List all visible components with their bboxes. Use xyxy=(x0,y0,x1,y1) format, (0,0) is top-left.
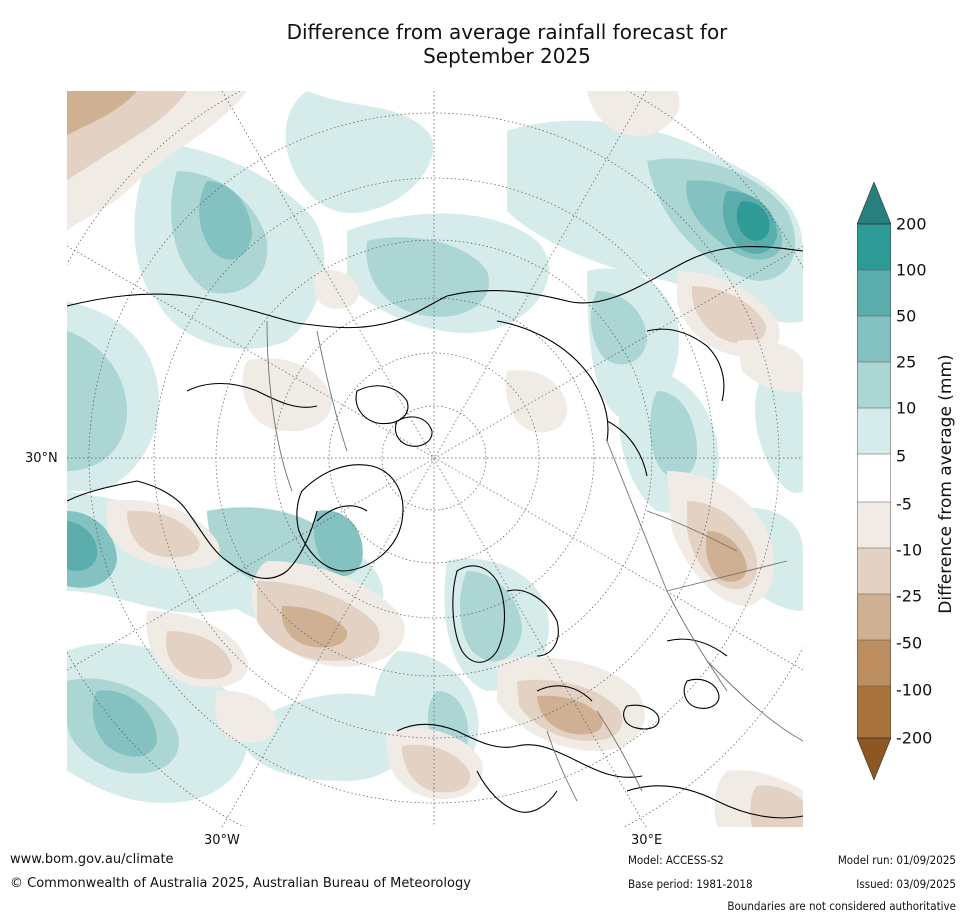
footer-url: www.bom.gov.au/climate xyxy=(10,852,174,867)
longitude-label-30e: 30°E xyxy=(631,833,663,848)
colorbar-segment-100-200 xyxy=(857,224,891,270)
footer-base-period: Base period: 1981-2018 xyxy=(628,877,753,891)
colorbar-tick-200: 200 xyxy=(896,214,927,234)
rainfall-map xyxy=(67,91,803,827)
colorbar-tick-5: 5 xyxy=(896,446,907,466)
colorbar-segment-minus10-minus25 xyxy=(857,548,891,594)
footer-issued: Issued: 03/09/2025 xyxy=(856,877,956,891)
colorbar-tick-minus200: -200 xyxy=(896,728,933,748)
colorbar-segment-minus100-minus200 xyxy=(857,686,891,738)
map-title: Difference from average rainfall forecas… xyxy=(0,20,965,68)
coastlines xyxy=(67,246,803,819)
colorbar-tick-25: 25 xyxy=(896,352,917,372)
longitude-label-30w: 30°W xyxy=(204,833,240,848)
colorbar-segment-minus25-minus50 xyxy=(857,594,891,640)
colorbar-tick-minus50: -50 xyxy=(896,633,923,653)
title-line-2: September 2025 xyxy=(423,44,591,68)
colorbar-extend-bottom xyxy=(857,737,891,781)
footer-copyright: © Commonwealth of Australia 2025, Austra… xyxy=(10,876,471,891)
title-line-1: Difference from average rainfall forecas… xyxy=(286,20,728,44)
anomaly-wet-strong xyxy=(67,180,783,757)
colorbar-segment-minus50-minus100 xyxy=(857,640,891,686)
anomaly-dry xyxy=(67,91,803,827)
colorbar-tick-minus10: -10 xyxy=(896,540,923,560)
footer-model: Model: ACCESS-S2 xyxy=(628,853,724,867)
colorbar-tick-100: 100 xyxy=(896,260,927,280)
colorbar-tick-50: 50 xyxy=(896,306,917,326)
colorbar-tick-minus5: -5 xyxy=(896,494,912,514)
footer-disclaimer: Boundaries are not considered authoritat… xyxy=(727,899,956,913)
colorbar-segment-10-25 xyxy=(857,362,891,408)
colorbar-segment-neutral xyxy=(857,454,891,502)
colorbar-segment-minus5-minus10 xyxy=(857,502,891,548)
latitude-label-30n: 30°N xyxy=(25,451,58,466)
colorbar-tick-10: 10 xyxy=(896,398,917,418)
colorbar xyxy=(857,182,891,781)
colorbar-tick-minus100: -100 xyxy=(896,680,933,700)
country-borders xyxy=(266,320,803,802)
colorbar-segment-25-50 xyxy=(857,316,891,362)
colorbar-tick-minus25: -25 xyxy=(896,586,923,606)
footer-model-run: Model run: 01/09/2025 xyxy=(837,853,956,867)
colorbar-segment-50-100 xyxy=(857,270,891,316)
colorbar-segment-5-10 xyxy=(857,408,891,454)
colorbar-title: Difference from average (mm) xyxy=(936,354,956,614)
colorbar-extend-top xyxy=(857,182,891,225)
graticule xyxy=(67,91,803,827)
